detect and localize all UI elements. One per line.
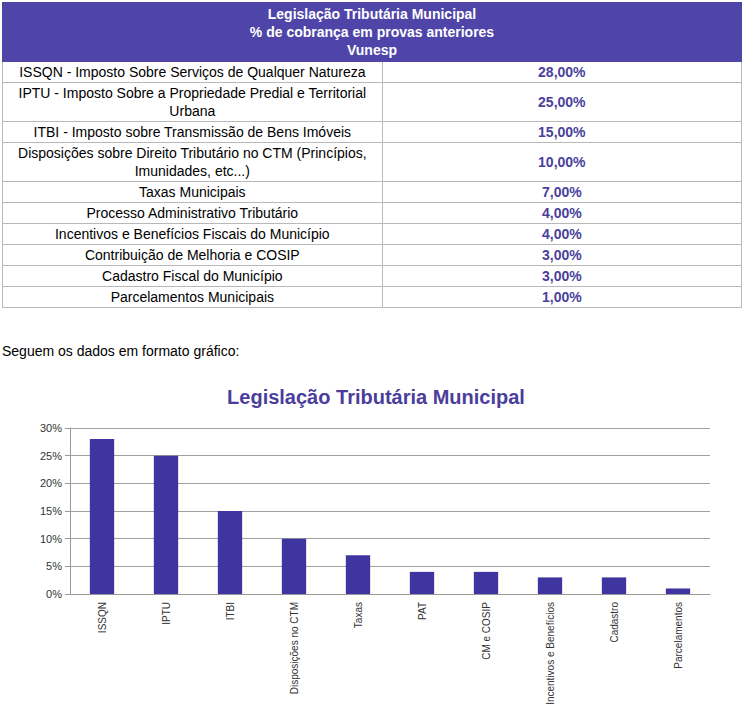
html-text:ISSQN - Imposto Sobre Serviços: ISSQN - Imposto Sobre Serviços de Qualqu… [19, 64, 366, 80]
svg-text:CM e COSIP: CM e COSIP [481, 602, 492, 660]
html-text:10,00%: 10,00% [538, 154, 586, 170]
svg-text:Disposições no CTM: Disposições no CTM [289, 602, 300, 694]
html-text:4,00%: 4,00% [542, 205, 582, 221]
html-text:Processo Administrativo Tribut: Processo Administrativo Tributário [86, 205, 299, 221]
svg-text:Taxas: Taxas [353, 602, 364, 628]
svg-text:0%: 0% [46, 588, 62, 600]
svg-text:Cadastro: Cadastro [609, 602, 620, 643]
html-text:3,00%: 3,00% [542, 268, 582, 284]
html-text:4,00%: 4,00% [542, 226, 582, 242]
html-text:Taxas Municipais: Taxas Municipais [139, 184, 246, 200]
html-text:3,00%: 3,00% [542, 247, 582, 263]
html-text:Disposições sobre Direito Trib: Disposições sobre Direito Tributário no … [18, 145, 367, 179]
svg-text:ITBI: ITBI [225, 602, 236, 620]
html-text:25,00%: 25,00% [538, 94, 586, 110]
svg-text:PAT: PAT [417, 602, 428, 620]
svg-text:Parcelamentos: Parcelamentos [673, 602, 684, 669]
svg-text:Incentivos e Benefícios: Incentivos e Benefícios [545, 602, 556, 705]
html-text:Seguem os dados em formato grá: Seguem os dados em formato gráfico: [2, 343, 240, 359]
html-text:Legislação Tributária Municipa: Legislação Tributária Municipal [267, 6, 477, 22]
html-text:28,00%: 28,00% [538, 64, 586, 80]
html-text:% de cobrança em provas anteri: % de cobrança em provas anteriores [249, 24, 495, 40]
html-text:Vunesp: Vunesp [347, 42, 397, 58]
svg-text:ISSQN: ISSQN [97, 602, 108, 633]
svg-text:20%: 20% [40, 477, 62, 489]
html-text:Parcelamentos Municipais: Parcelamentos Municipais [110, 289, 274, 305]
svg-text:25%: 25% [40, 450, 62, 462]
html-text:1,00%: 1,00% [542, 289, 582, 305]
html-text:7,00%: 7,00% [542, 184, 582, 200]
svg-text:Legislação Tributária Municipa: Legislação Tributária Municipal [227, 386, 525, 408]
html-text:ITBI - Imposto sobre Transmiss: ITBI - Imposto sobre Transmissão de Bens… [33, 124, 352, 140]
html-text:Contribuição de Melhoria e COS: Contribuição de Melhoria e COSIP [84, 247, 300, 263]
html-text:Incentivos e Benefícios Fiscai: Incentivos e Benefícios Fiscais do Munic… [55, 226, 330, 242]
svg-text:30%: 30% [40, 422, 62, 434]
svg-text:10%: 10% [40, 533, 62, 545]
html-text:15,00%: 15,00% [538, 124, 586, 140]
html-text:IPTU - Imposto Sobre a Proprie: IPTU - Imposto Sobre a Propriedade Predi… [18, 85, 367, 119]
svg-text:15%: 15% [40, 505, 62, 517]
html-text:Cadastro Fiscal do Município: Cadastro Fiscal do Município [102, 268, 283, 284]
svg-text:5%: 5% [46, 560, 62, 572]
svg-text:IPTU: IPTU [161, 602, 172, 625]
